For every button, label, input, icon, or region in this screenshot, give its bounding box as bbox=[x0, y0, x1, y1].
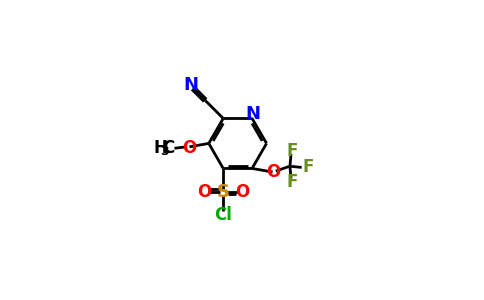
Text: N: N bbox=[245, 105, 260, 123]
Text: O: O bbox=[235, 182, 249, 200]
Text: O: O bbox=[197, 182, 212, 200]
Text: C: C bbox=[162, 139, 175, 157]
Text: O: O bbox=[267, 163, 281, 181]
Text: 3: 3 bbox=[161, 145, 169, 158]
Text: Cl: Cl bbox=[214, 206, 232, 224]
Text: N: N bbox=[183, 76, 198, 94]
Text: S: S bbox=[217, 182, 230, 200]
Text: F: F bbox=[287, 173, 298, 191]
Text: F: F bbox=[302, 158, 314, 176]
Text: O: O bbox=[182, 139, 196, 157]
Text: H: H bbox=[154, 139, 167, 157]
Text: F: F bbox=[287, 142, 298, 160]
